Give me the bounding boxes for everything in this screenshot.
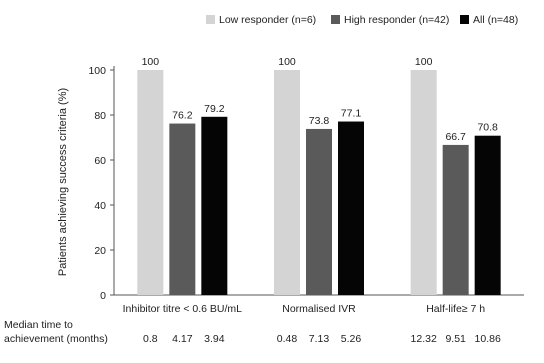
y-tick-label: 40: [94, 200, 106, 212]
median-time-value: 10.86: [475, 333, 501, 345]
y-tick-label: 100: [88, 65, 106, 77]
bar-all: [201, 116, 228, 295]
y-axis-label: Patients achieving success criteria (%): [57, 88, 69, 276]
legend-label-high-responder: High responder (n=42): [344, 14, 449, 26]
data-label-all: 77.1: [341, 108, 362, 120]
category-label: Normalised IVR: [282, 303, 356, 315]
bar-all: [474, 135, 501, 295]
data-label-low-responder: 100: [142, 56, 160, 68]
bar-high-responder: [442, 144, 469, 295]
bars: 100 76.2 79.2 100 73.8 77.1 100 66.7 70.8: [137, 56, 501, 296]
median-time-value: 0.8: [143, 333, 158, 345]
legend-swatch-all: [460, 15, 469, 24]
median-time-value: 12.32: [411, 333, 437, 345]
legend-label-low-responder: Low responder (n=6): [219, 14, 316, 26]
y-tick-label: 20: [94, 245, 106, 257]
data-label-high-responder: 73.8: [309, 115, 330, 127]
data-label-high-responder: 76.2: [172, 110, 193, 122]
data-label-low-responder: 100: [278, 56, 296, 68]
legend-swatch-high-responder: [331, 15, 340, 24]
bar-low-responder: [274, 70, 300, 295]
median-time-value: 3.94: [204, 333, 225, 345]
y-tick-label: 0: [100, 290, 106, 302]
category-label: Inhibitor titre < 0.6 BU/mL: [123, 303, 243, 315]
legend: Low responder (n=6) High responder (n=42…: [206, 14, 518, 26]
median-time-value: 4.17: [172, 333, 193, 345]
legend-item-all: All (n=48): [460, 14, 518, 26]
legend-label-all: All (n=48): [473, 14, 518, 26]
data-label-high-responder: 66.7: [445, 131, 466, 143]
legend-item-low-responder: Low responder (n=6): [206, 14, 316, 26]
bar-low-responder: [137, 70, 164, 295]
category-label: Half-life≥ 7 h: [426, 303, 485, 315]
bar-high-responder: [306, 128, 332, 295]
category-labels: Inhibitor titre < 0.6 BU/mL Normalised IV…: [123, 303, 486, 315]
legend-item-high-responder: High responder (n=42): [331, 14, 449, 26]
median-time-label-line1: Median time to: [4, 319, 73, 331]
median-time-value: 5.26: [341, 333, 362, 345]
bar-low-responder: [410, 70, 437, 295]
bar-all: [338, 121, 364, 296]
bar-high-responder: [169, 123, 196, 295]
data-label-all: 79.2: [204, 103, 225, 115]
median-time-label-line2: achievement (months): [4, 333, 108, 345]
y-tick-label: 80: [94, 110, 106, 122]
median-time-value: 7.13: [309, 333, 330, 345]
median-time-value: 9.51: [445, 333, 466, 345]
median-time-row: Median time to achievement (months) 0.8 4…: [4, 319, 501, 345]
legend-swatch-low-responder: [206, 15, 215, 24]
data-label-all: 70.8: [477, 122, 498, 134]
data-label-low-responder: 100: [415, 56, 433, 68]
median-time-value: 0.48: [277, 333, 298, 345]
y-tick-label: 60: [94, 155, 106, 167]
